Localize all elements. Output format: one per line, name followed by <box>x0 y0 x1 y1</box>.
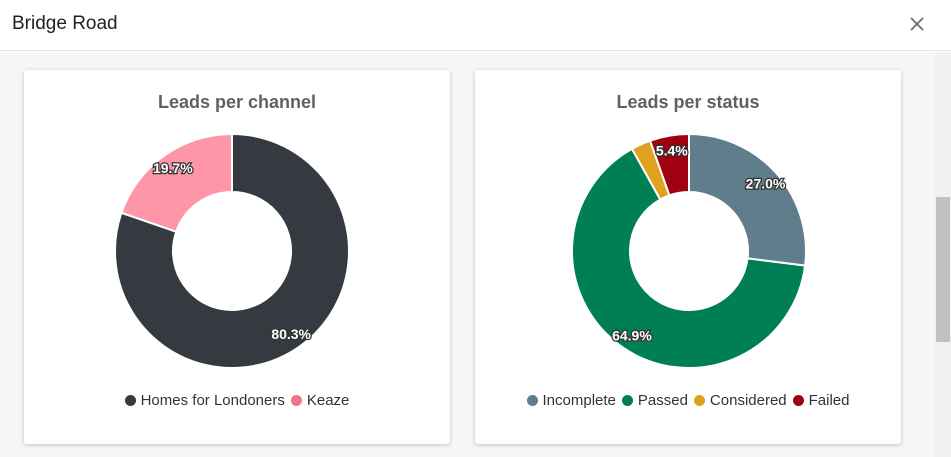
slice-failed[interactable] <box>648 132 690 197</box>
legend-item-failed[interactable]: Failed <box>792 392 850 409</box>
legend-dot-icon <box>526 395 538 406</box>
chart-card-channel: Leads per channel 80.3% 19.7% Homes for L… <box>24 70 450 444</box>
slice-homes-for-londoners[interactable] <box>114 132 350 369</box>
legend-item-homes-for-londoners[interactable]: Homes for Londoners <box>124 392 285 409</box>
legend-item-considered[interactable]: Considered <box>693 392 787 409</box>
legend-label: Passed <box>637 392 688 409</box>
slice-incomplete[interactable] <box>688 132 807 267</box>
data-label-incomplete: 27.0% <box>746 176 786 192</box>
legend-dot-icon <box>290 395 302 406</box>
data-label-homes-for-londoners: 80.3% <box>271 326 311 342</box>
dialog-header: Bridge Road <box>0 0 951 51</box>
donut-chart-channel: 80.3% 19.7% <box>114 132 350 369</box>
slice-keaze[interactable] <box>120 132 233 233</box>
legend-label: Failed <box>808 392 850 409</box>
chart-title: Leads per channel <box>157 92 317 112</box>
legend-dot-icon <box>124 395 136 406</box>
chart-legend: Homes for Londoners Keaze <box>24 392 450 409</box>
dialog-content: Leads per channel 80.3% 19.7% Homes for L… <box>0 52 935 457</box>
legend-item-incomplete[interactable]: Incomplete <box>526 392 616 409</box>
legend-label: Keaze <box>306 392 350 409</box>
legend-dot-icon <box>693 395 705 406</box>
legend-dot-icon <box>621 395 633 406</box>
chart-legend: Incomplete Passed Considered Failed <box>475 392 901 409</box>
donut-chart-status: 27.0% 64.9% 5.4% <box>571 132 807 369</box>
legend-label: Incomplete <box>542 392 616 409</box>
chart-card-status: Leads per status 27.0% 64.9% 5.4% Incomple… <box>475 70 901 444</box>
legend-label: Homes for Londoners <box>140 392 285 409</box>
chart-title: Leads per status <box>616 92 760 112</box>
slice-passed[interactable] <box>571 147 807 369</box>
legend-item-keaze[interactable]: Keaze <box>290 392 350 409</box>
scrollbar[interactable] <box>935 52 951 457</box>
data-label-keaze: 19.7% <box>153 160 193 176</box>
legend-item-passed[interactable]: Passed <box>621 392 688 409</box>
dialog-title: Bridge Road <box>12 13 118 34</box>
legend-dot-icon <box>792 395 804 406</box>
close-icon[interactable] <box>906 13 928 35</box>
data-label-failed: 5.4% <box>656 142 688 158</box>
legend-label: Considered <box>709 392 787 409</box>
data-label-passed: 64.9% <box>612 328 652 344</box>
scrollbar-thumb[interactable] <box>936 197 950 342</box>
